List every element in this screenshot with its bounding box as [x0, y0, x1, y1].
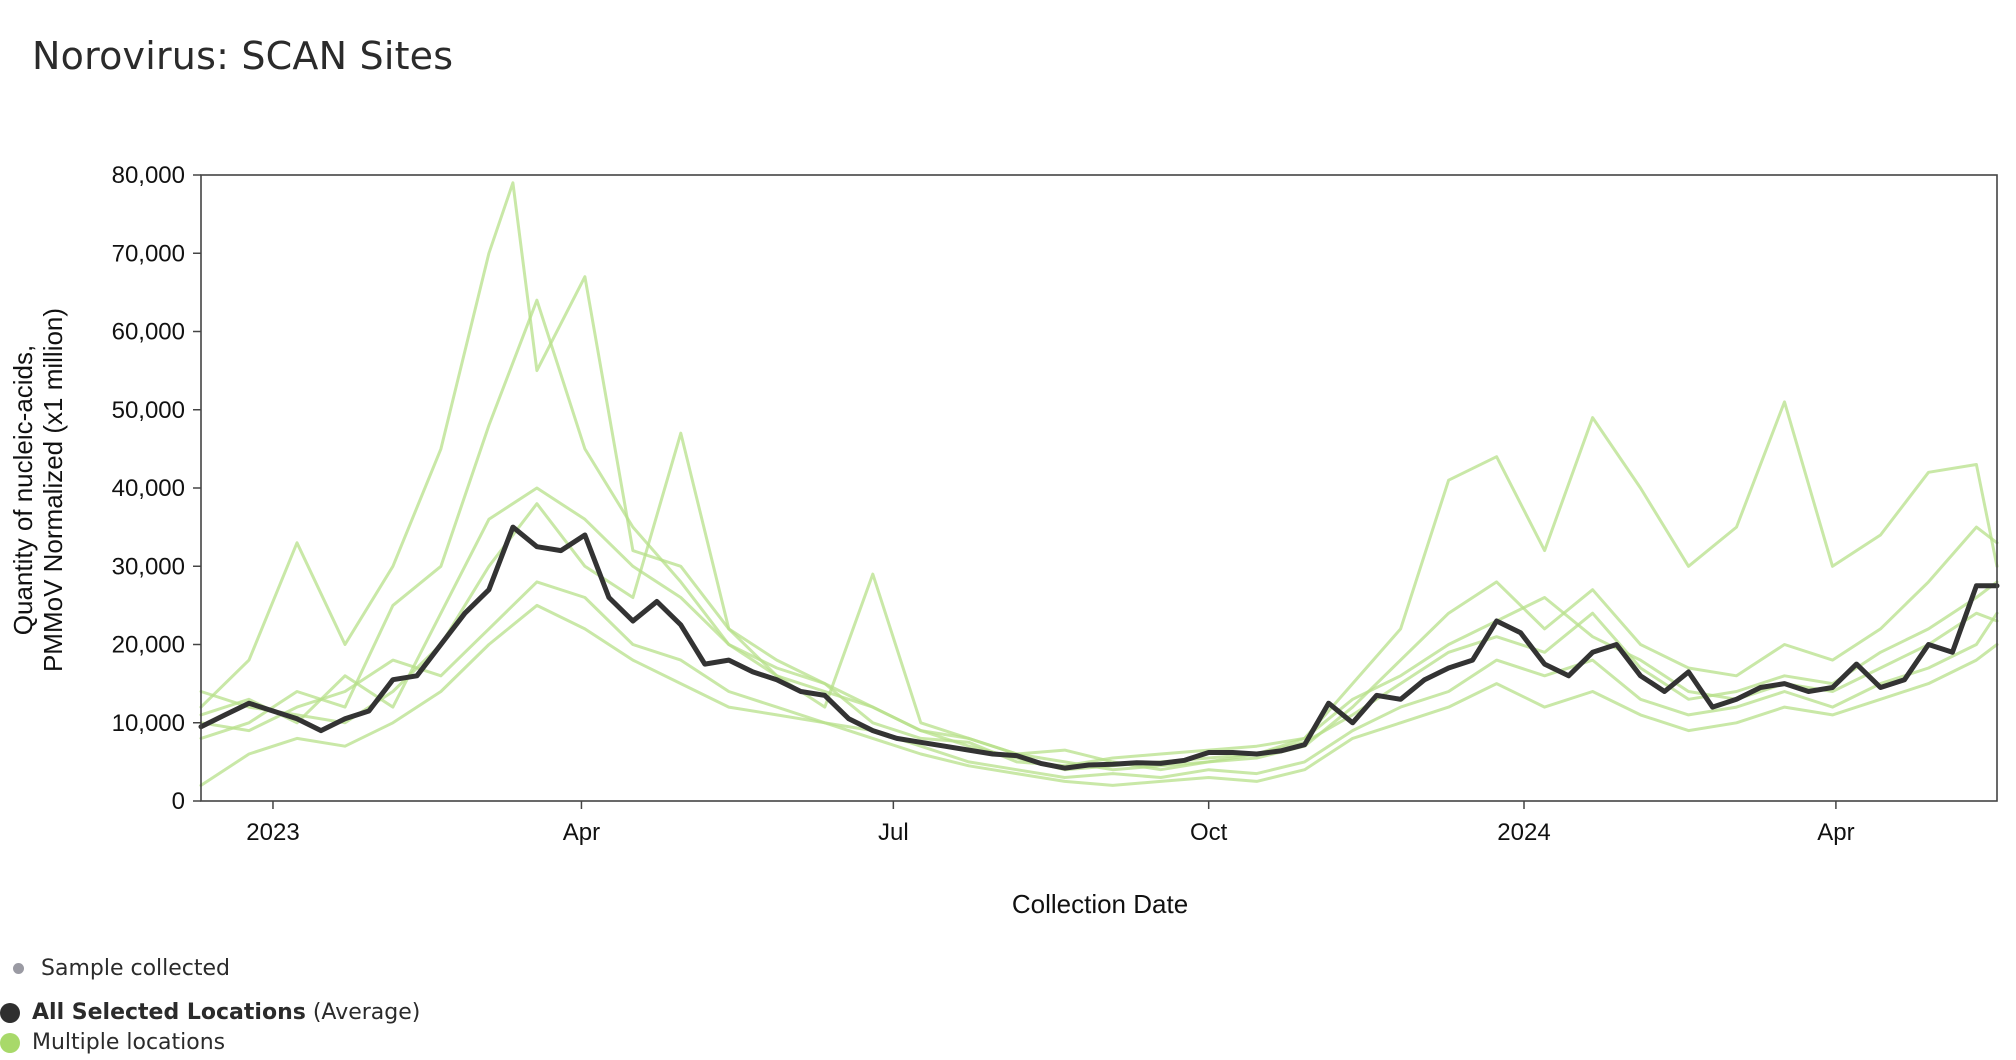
- y-tick-label: 20,000: [112, 632, 185, 659]
- location-series-line: [199, 486, 1999, 772]
- x-tick-label: Oct: [1190, 819, 1228, 846]
- x-tick-label: 2024: [1497, 819, 1550, 846]
- y-tick-label: 40,000: [112, 475, 185, 502]
- y-tick-label: 70,000: [112, 240, 185, 267]
- legend-multiple-label: Multiple locations: [32, 1030, 226, 1055]
- location-series-line: [199, 580, 1999, 779]
- line-chart: 0 10,000 20,000 30,000 40,000 50,000 60,000 70,…: [8, 162, 2000, 919]
- chart-title: Norovirus: SCAN Sites: [32, 34, 454, 78]
- average-series-line: [198, 524, 2000, 771]
- legend-item-multiple: Multiple locations: [0, 1030, 225, 1055]
- legend-item-sample: Sample collected: [0, 956, 230, 981]
- y-axis-title-line2: PMMoV Normalized (x1 million): [38, 308, 68, 672]
- y-tick-label: 0: [172, 788, 185, 815]
- legend-average-suffix: (Average): [312, 1000, 421, 1025]
- lines-layer: [198, 181, 2000, 787]
- x-axis-title: Collection Date: [1012, 889, 1188, 919]
- y-tick-label: 10,000: [112, 710, 185, 737]
- location-series-line: [199, 181, 1999, 768]
- legend-sample-label: Sample collected: [41, 956, 231, 981]
- x-tick-label: Apr: [1817, 819, 1854, 846]
- y-tick-label: 80,000: [112, 162, 185, 189]
- x-tick-label: 2023: [246, 819, 299, 846]
- x-tick-label: Jul: [878, 819, 909, 846]
- y-axis-title-line1: Quantity of nucleic-acids,: [8, 345, 38, 635]
- x-tick-label: Apr: [563, 819, 600, 846]
- x-axis: 2023 Apr Jul Oct 2024 Apr: [246, 801, 1855, 846]
- average-dot-icon: [0, 1002, 20, 1023]
- multiple-dot-icon: [0, 1032, 20, 1053]
- y-tick-label: 50,000: [112, 397, 185, 424]
- location-series-line: [199, 603, 1999, 787]
- y-axis: 0 10,000 20,000 30,000 40,000 50,000 60,000 70,…: [112, 162, 201, 815]
- location-series-line: [199, 298, 1999, 772]
- sample-dot-icon: [13, 963, 24, 974]
- legend-item-average: All Selected Locations (Average): [0, 1000, 420, 1025]
- y-tick-label: 60,000: [112, 319, 185, 346]
- y-tick-label: 30,000: [112, 553, 185, 580]
- legend-average-label: All Selected Locations: [32, 1000, 306, 1025]
